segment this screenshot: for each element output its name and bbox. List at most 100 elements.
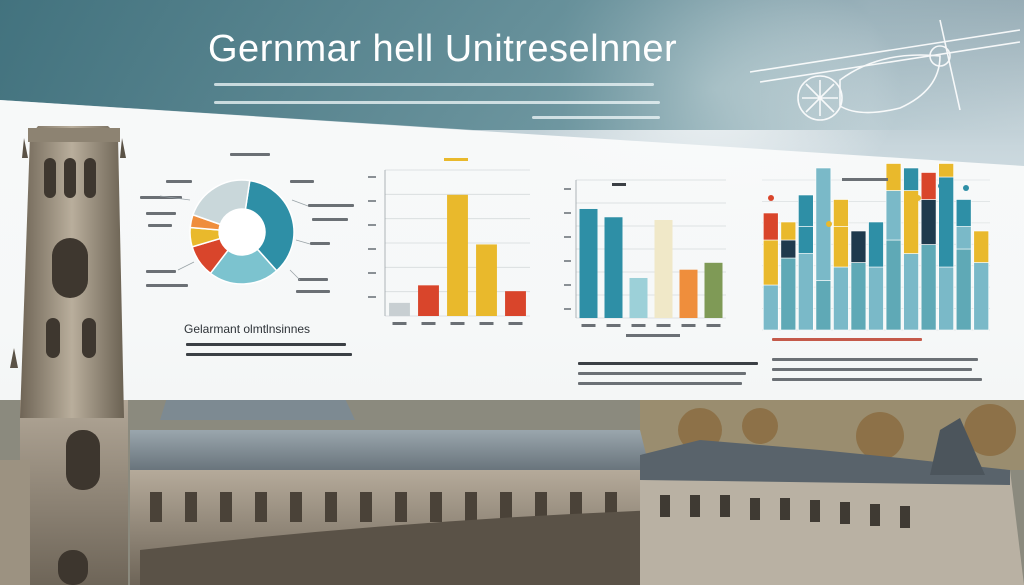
stacked-bar-segment (938, 176, 954, 268)
right-caption-line (772, 338, 922, 341)
lower-caption-line (578, 362, 758, 365)
x-tick-label (606, 324, 621, 327)
chart-title-mark (842, 178, 888, 181)
legend-label (148, 224, 172, 227)
data-point-marker (938, 183, 944, 189)
right-caption-line (772, 368, 972, 371)
x-tick-label (631, 324, 646, 327)
stacked-bar-segment (815, 280, 832, 331)
stacked-bar-segment (920, 199, 937, 245)
bar (505, 291, 526, 316)
donut-caption-line (186, 353, 352, 356)
stacked-bar-segment (955, 226, 972, 250)
x-axis-title (626, 334, 680, 337)
legend-label (166, 180, 192, 183)
x-tick-label (421, 322, 436, 325)
header-subtitle-line (214, 101, 660, 104)
donut-leader-line (177, 261, 195, 271)
bar (604, 217, 623, 318)
x-tick-label (681, 324, 696, 327)
lower-caption-line (578, 382, 742, 385)
donut-section-title: Gelarmant olmtlnsinnes (184, 322, 311, 336)
stacked-bar-segment (885, 239, 902, 331)
stacked-bar-segment (798, 194, 814, 227)
right-caption-line (772, 378, 982, 381)
stacked-bar-segment (850, 262, 867, 331)
y-tick-label (564, 284, 571, 286)
stacked-bar-segment (885, 163, 902, 191)
legend-label (312, 218, 348, 221)
stacked-bar-segment (955, 199, 972, 227)
bar (579, 208, 598, 318)
stacked-bar-segment (780, 257, 797, 331)
legend-label (230, 153, 270, 156)
y-tick-label (368, 176, 376, 178)
bar (389, 302, 410, 316)
university-building-illustration (0, 400, 1024, 585)
x-tick-label (706, 324, 721, 327)
stacked-bar-segment (938, 266, 954, 331)
legend-label (146, 212, 176, 215)
stacked-bar-segment (833, 199, 849, 227)
donut-leader-line (291, 199, 309, 207)
donut-leader-line (295, 239, 311, 245)
bar (447, 194, 468, 316)
stacked-bar-segment (868, 221, 884, 268)
data-point-marker (826, 221, 832, 227)
bar (704, 262, 723, 318)
x-tick-label (656, 324, 671, 327)
header-subtitle-line (532, 116, 660, 119)
y-tick-label (368, 272, 376, 274)
legend-label (146, 284, 188, 287)
bar (629, 277, 648, 318)
compass-sketch-icon (749, 19, 1020, 121)
y-tick-label (564, 236, 571, 238)
legend-label (308, 204, 354, 207)
stacked-bar-segment (763, 212, 779, 241)
donut-caption-line (186, 343, 346, 346)
stacked-bar-segment (763, 239, 779, 286)
stacked-bar-segment (780, 221, 797, 241)
legend-label (298, 278, 328, 281)
bar (654, 220, 673, 318)
chart-title-mark (612, 183, 626, 186)
stacked-bar-segment (920, 244, 937, 331)
stacked-bar-segment (903, 167, 919, 191)
stacked-bar-segment (798, 253, 814, 331)
stacked-bar-segment (868, 266, 884, 331)
x-tick-label (392, 322, 407, 325)
y-tick-label (368, 296, 376, 298)
right-caption-line (772, 358, 978, 361)
x-tick-label (450, 322, 465, 325)
stacked-bar-segment (833, 226, 849, 268)
legend-label (146, 270, 176, 273)
y-tick-label (564, 188, 571, 190)
stacked-bar-segment (798, 226, 814, 254)
y-tick-label (368, 224, 376, 226)
bar (679, 269, 698, 318)
legend-label (296, 290, 330, 293)
header-subtitle-line (214, 83, 654, 86)
stacked-bar-segment (903, 253, 919, 331)
y-tick-label (564, 212, 571, 214)
stacked-bar-segment (763, 284, 779, 331)
y-tick-label (564, 308, 571, 310)
data-point-marker (915, 195, 921, 201)
lower-caption-line (578, 372, 746, 375)
stacked-bar-segment (780, 239, 797, 259)
legend-label (140, 196, 182, 199)
donut-hole (219, 209, 265, 255)
bar (418, 285, 439, 316)
stacked-bar-segment (973, 230, 989, 263)
x-tick-label (581, 324, 596, 327)
stacked-bar-segment (938, 163, 954, 178)
stacked-bar-segment (833, 266, 849, 331)
stacked-bar-segment (973, 262, 989, 331)
stacked-bar-segment (850, 230, 867, 263)
data-point-marker (768, 195, 774, 201)
donut-leader-line (289, 269, 301, 281)
donut-leader-line (159, 195, 191, 201)
y-tick-label (368, 200, 376, 202)
page-title: Gernmar hell Unitreselnner (208, 28, 678, 70)
legend-label (290, 180, 314, 183)
